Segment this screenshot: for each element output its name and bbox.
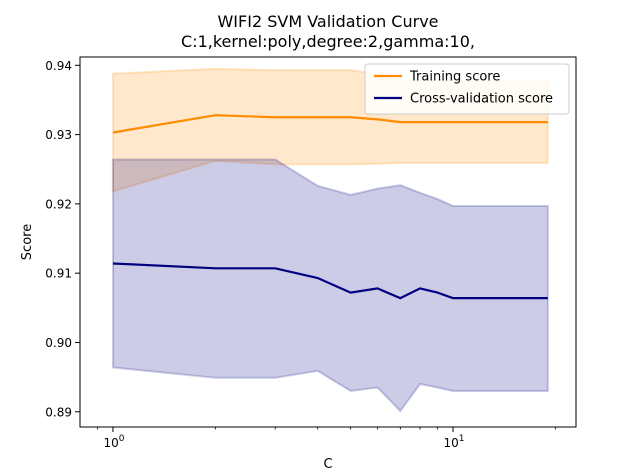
legend-label-training: Training score [409,70,500,85]
x-axis-label: C [323,457,332,472]
y-tick-label: 0.92 [45,197,72,211]
series-lines [112,114,548,300]
axes-frame [79,56,577,428]
y-tick-label: 0.91 [45,267,72,281]
x-tick-label: 100 [103,434,124,450]
confidence-bands [111,67,549,413]
chart-title: WIFI2 SVM Validation Curve [217,12,438,31]
line-series-1 [112,262,548,300]
legend: Training score Cross-validation score [364,63,570,115]
y-axis-label: Score [20,224,35,260]
legend-label-cv: Cross-validation score [410,92,553,107]
y-axis: 0.89 0.90 0.91 0.92 0.93 0.94 [45,59,80,419]
legend-box [364,63,570,115]
x-tick-label: 101 [443,434,464,450]
plot-area [79,56,577,428]
y-tick-label: 0.90 [45,336,72,350]
chart-subtitle: C:1,kernel:poly,degree:2,gamma:10, [181,32,475,51]
y-tick-label: 0.94 [45,59,72,73]
y-tick-label: 0.93 [45,128,72,142]
line-series-0 [112,114,548,134]
y-tick-label: 0.89 [45,405,72,419]
band-series-1 [111,158,549,413]
x-axis: 100 101 [96,427,556,450]
